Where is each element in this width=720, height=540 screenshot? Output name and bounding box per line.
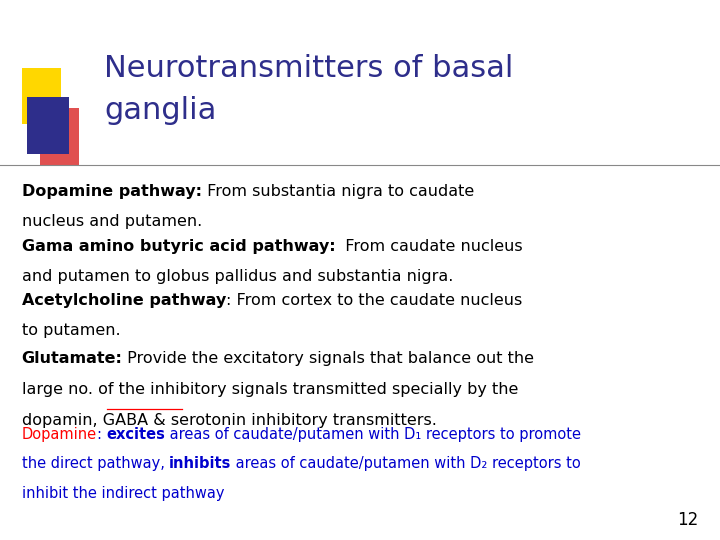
Bar: [27, 97, 69, 154]
Text: dopamin, GABA & serotonin inhibitory transmitters.: dopamin, GABA & serotonin inhibitory tra…: [22, 413, 436, 428]
Text: Dopamine pathway:: Dopamine pathway:: [22, 184, 202, 199]
Text: inhibits: inhibits: [169, 456, 231, 471]
Text: Acetylcholine pathway: Acetylcholine pathway: [22, 293, 226, 308]
Text: Neurotransmitters of basal: Neurotransmitters of basal: [104, 54, 514, 83]
Text: Gama amino butyric acid pathway:: Gama amino butyric acid pathway:: [22, 239, 336, 254]
Text: the direct pathway,: the direct pathway,: [22, 456, 169, 471]
Text: From caudate nucleus: From caudate nucleus: [336, 239, 523, 254]
Text: to putamen.: to putamen.: [22, 323, 120, 339]
Text: excites: excites: [107, 427, 165, 442]
Text: inhibit the indirect pathway: inhibit the indirect pathway: [22, 486, 224, 501]
Text: large no. of the inhibitory signals transmitted specially by the: large no. of the inhibitory signals tran…: [22, 382, 518, 397]
Text: 12: 12: [677, 511, 698, 529]
Text: and putamen to globus pallidus and substantia nigra.: and putamen to globus pallidus and subst…: [22, 269, 453, 285]
Text: nucleus and putamen.: nucleus and putamen.: [22, 214, 202, 230]
Text: areas of caudate/putamen with D₁ receptors to promote: areas of caudate/putamen with D₁ recepto…: [165, 427, 581, 442]
Text: Dopamine: Dopamine: [22, 427, 96, 442]
Text: :: :: [96, 427, 107, 442]
Text: From substantia nigra to caudate: From substantia nigra to caudate: [202, 184, 474, 199]
Text: Provide the excitatory signals that balance out the: Provide the excitatory signals that bala…: [122, 351, 534, 366]
Bar: [40, 108, 79, 165]
Text: : From cortex to the caudate nucleus: : From cortex to the caudate nucleus: [226, 293, 522, 308]
Text: ganglia: ganglia: [104, 96, 217, 125]
Text: areas of caudate/putamen with D₂ receptors to: areas of caudate/putamen with D₂ recepto…: [231, 456, 581, 471]
Bar: [22, 68, 61, 124]
Text: Glutamate:: Glutamate:: [22, 351, 122, 366]
